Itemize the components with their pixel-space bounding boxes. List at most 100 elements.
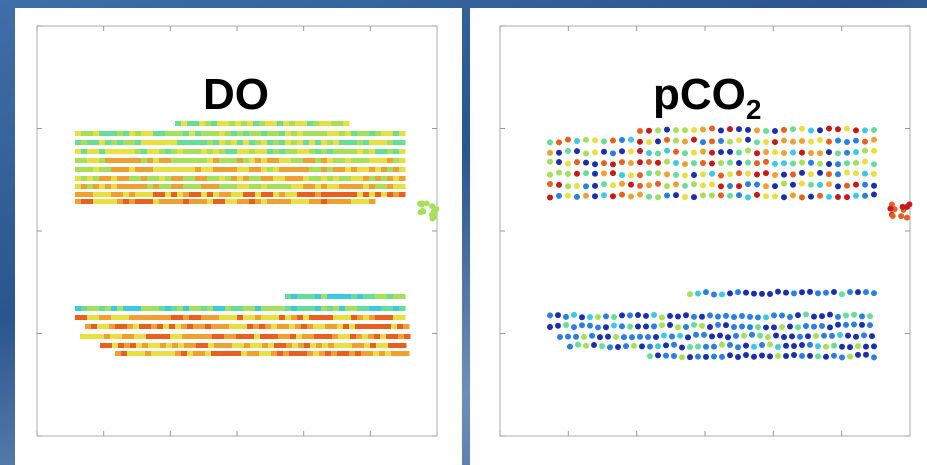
data-dot [743,351,749,358]
data-dot [611,322,617,329]
data-streak [333,158,340,163]
data-dot [790,171,796,178]
data-streak [163,351,170,356]
data-streak [387,149,394,154]
data-streak [105,158,112,163]
data-dot [715,313,721,320]
data-streak [397,324,404,329]
data-dot [803,323,809,330]
data-streak [181,324,188,329]
data-streak [187,121,194,126]
data-streak [326,334,333,339]
data-dot [739,323,745,330]
data-streak [379,351,386,356]
data-streak [375,167,382,172]
data-dot [583,183,589,190]
data-streak [123,184,130,189]
data-streak [345,176,352,181]
data-streak [261,176,268,181]
data-streak [219,149,226,154]
data-streak [238,343,245,348]
data-dot [700,126,706,133]
data-streak [307,324,314,329]
data-streak [295,324,302,329]
data-streak [271,351,278,356]
data-streak [189,149,196,154]
data-streak [333,149,340,154]
data-dot [646,158,652,165]
data-dot [790,181,796,188]
data-streak [213,167,220,172]
data-streak [315,158,322,163]
data-streak [322,343,329,348]
data-streak [393,158,400,163]
data-streak [237,140,244,145]
data-dot [862,181,868,188]
data-dot [703,289,709,296]
data-dot [619,137,625,144]
data-streak [381,158,388,163]
data-streak [87,131,94,136]
data-streak [376,343,383,348]
data-dot [771,324,777,331]
data-streak [219,176,226,181]
data-dot [700,192,706,199]
data-streak [349,324,356,329]
data-streak [273,192,280,197]
data-streak [249,131,256,136]
data-dot [651,312,657,319]
data-streak [394,343,401,348]
data-streak [217,351,224,356]
data-dot [757,332,763,339]
data-streak [193,351,200,356]
data-streak [205,121,212,126]
data-streak [165,158,172,163]
data-dot [862,192,868,199]
data-streak [289,121,296,126]
data-streak [122,334,129,339]
data-dot [637,138,643,145]
data-streak [319,121,326,126]
data-streak [171,315,178,320]
data-streak [117,184,124,189]
data-dot [727,341,733,348]
data-streak [93,131,100,136]
data-dot [847,289,853,296]
data-streak [279,140,286,145]
data-dot [763,183,769,190]
data-streak [291,176,298,181]
data-streak [129,184,136,189]
data-streak [265,351,272,356]
data-dot [423,200,430,207]
data-streak [139,351,146,356]
data-streak [387,131,394,136]
data-streak [201,315,208,320]
data-streak [200,334,207,339]
data-streak [202,343,209,348]
data-dot [827,324,833,331]
data-streak [219,184,226,189]
data-dot [700,159,706,166]
data-dot [573,333,579,340]
data-dot [683,312,689,319]
data-streak [141,306,148,311]
data-streak [142,343,149,348]
data-dot [826,138,832,145]
data-streak [351,131,358,136]
data-dot [745,159,751,166]
data-streak [327,199,334,204]
data-dot [903,203,910,210]
data-streak [123,199,130,204]
data-dot [619,172,625,179]
data-dot [889,212,896,219]
data-streak [195,184,202,189]
data-streak [87,158,94,163]
data-streak [75,199,82,204]
data-dot [844,169,850,176]
data-streak [261,199,268,204]
data-streak [351,149,358,154]
data-dot [819,313,825,320]
data-dot [556,159,562,166]
data-dot [575,341,581,348]
data-streak [345,149,352,154]
